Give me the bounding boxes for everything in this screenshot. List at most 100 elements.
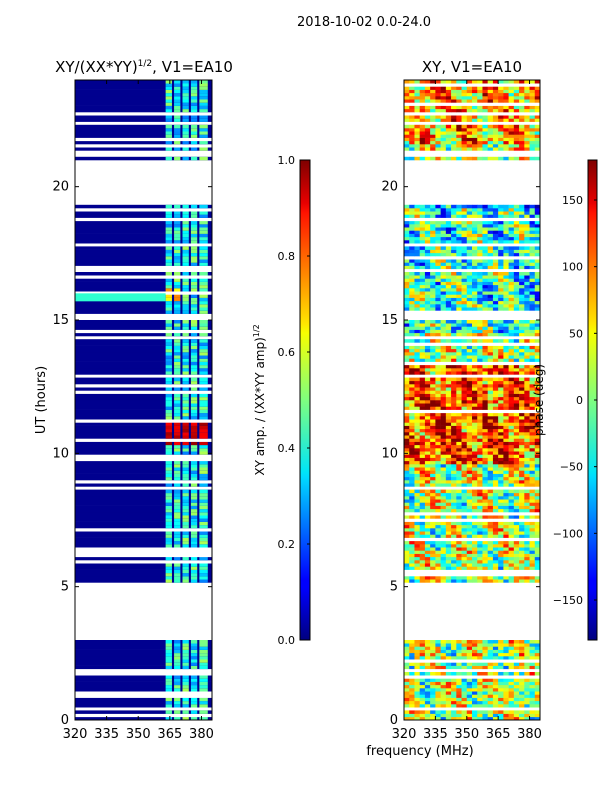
left-cell: [165, 118, 172, 122]
left-band: [75, 233, 212, 238]
right-cell: [445, 291, 452, 295]
right-cell: [430, 307, 436, 311]
left-band: [75, 464, 212, 468]
right-cell: [456, 467, 462, 471]
left-cell: [165, 473, 172, 478]
right-cell: [430, 544, 436, 548]
right-cell: [419, 438, 426, 442]
right-cell: [472, 553, 478, 558]
right-cell: [498, 96, 504, 100]
right-cell: [534, 380, 540, 385]
right-cell: [513, 688, 520, 692]
right-cell: [482, 281, 488, 286]
left-cell: [174, 284, 181, 289]
right-cell: [503, 326, 509, 330]
right-cell: [529, 288, 536, 292]
right-cell: [409, 502, 415, 506]
right-cell: [524, 364, 530, 369]
right-cell: [409, 716, 415, 720]
right-cell: [466, 355, 473, 359]
right-cell: [456, 563, 462, 567]
right-cell: [472, 444, 478, 449]
right-cell: [492, 278, 499, 282]
right-cell: [524, 384, 530, 388]
right-cell: [524, 652, 530, 657]
right-cell: [424, 131, 431, 135]
left-cell: [174, 326, 181, 330]
right-cell: [513, 451, 520, 455]
right-cell: [482, 355, 488, 359]
left-cell: [182, 230, 189, 234]
right-cell: [529, 457, 536, 462]
right-cell: [414, 428, 420, 433]
right-cell: [492, 227, 499, 231]
left-cell: [190, 371, 198, 375]
right-cell: [482, 550, 488, 554]
left-cell: [182, 656, 189, 660]
right-cell: [461, 579, 468, 583]
right-cell: [451, 252, 457, 257]
right-cell: [487, 412, 494, 417]
right-cell: [534, 480, 540, 484]
right-cell: [414, 710, 420, 714]
right-cell: [404, 531, 410, 535]
left-cell: [199, 294, 208, 298]
right-cell: [477, 534, 483, 538]
right-cell: [503, 579, 509, 583]
left-cell: [190, 572, 198, 577]
right-cell: [513, 393, 520, 398]
left-cell: [165, 236, 172, 241]
right-cell: [487, 297, 494, 302]
right-cell: [456, 716, 462, 720]
y-tick-label: 20: [52, 180, 69, 195]
right-cell: [513, 480, 520, 484]
right-cell: [477, 294, 483, 298]
right-cell: [440, 147, 447, 151]
right-cell: [414, 649, 420, 654]
right-cell: [404, 144, 410, 148]
right-cell: [519, 496, 525, 500]
right-cell: [435, 544, 441, 548]
right-cell: [424, 358, 431, 362]
right-cell: [435, 646, 441, 650]
left-cell: [174, 361, 181, 366]
right-cell: [435, 441, 441, 446]
right-cell: [513, 448, 520, 452]
right-cell: [487, 505, 494, 510]
colorbar-tick-label: 1.0: [278, 154, 296, 167]
right-cell: [487, 416, 494, 420]
right-cell: [472, 105, 478, 110]
left-cell: [190, 441, 198, 446]
right-cell: [498, 339, 504, 343]
right-cell: [404, 131, 410, 135]
right-cell: [498, 332, 504, 337]
right-cell: [534, 300, 540, 305]
right-cell: [472, 560, 478, 564]
left-cell: [199, 467, 208, 471]
right-cell: [451, 352, 457, 356]
right-cell: [461, 688, 468, 692]
right-cell: [503, 144, 509, 148]
right-cell: [409, 672, 415, 676]
right-cell: [430, 249, 436, 254]
right-cell: [445, 233, 452, 238]
right-cell: [519, 380, 525, 385]
right-cell: [435, 576, 441, 580]
right-cell: [534, 364, 540, 369]
right-cell: [482, 230, 488, 234]
right-cell: [503, 528, 509, 532]
right-cell: [508, 240, 515, 244]
right-cell: [503, 460, 509, 465]
right-cell: [445, 259, 452, 263]
right-cell: [492, 403, 499, 407]
right-cell: [419, 380, 426, 385]
right-cell: [419, 480, 426, 484]
right-cell: [477, 672, 483, 676]
right-cell: [492, 470, 499, 474]
right-cell: [466, 246, 473, 250]
right-cell: [498, 108, 504, 113]
right-cell: [409, 204, 415, 209]
right-cell: [508, 92, 515, 97]
